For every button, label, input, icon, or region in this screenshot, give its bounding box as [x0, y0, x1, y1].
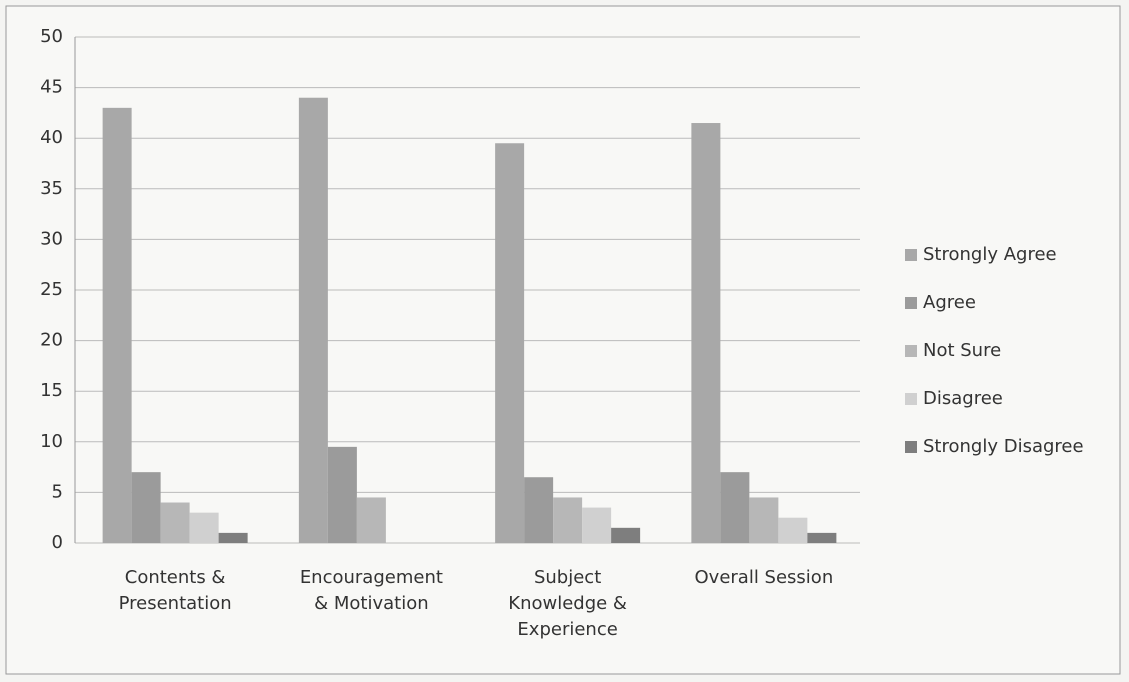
bar: [160, 502, 190, 543]
x-tick-label: Contents & Presentation: [118, 567, 232, 614]
bar: [691, 123, 721, 544]
bar: [189, 512, 219, 543]
bar: [102, 107, 132, 543]
legend-label: Strongly Disagree: [923, 436, 1084, 457]
chart-frame: [5, 5, 1121, 675]
bar: [524, 477, 554, 543]
legend-label: Agree: [923, 292, 976, 313]
x-tick-label: Overall Session: [694, 567, 834, 588]
bar: [553, 497, 583, 543]
bar: [582, 507, 612, 543]
bar: [720, 472, 750, 543]
bar: [778, 517, 808, 543]
y-tick-label: 20: [40, 330, 63, 351]
bar: [807, 532, 837, 543]
legend-label: Strongly Agree: [923, 244, 1057, 265]
y-tick-label: 35: [40, 178, 63, 199]
y-tick-label: 30: [40, 228, 63, 249]
legend-swatch: [905, 441, 917, 453]
legend-label: Not Sure: [923, 340, 1001, 361]
y-tick-label: 40: [40, 127, 63, 148]
bar: [611, 527, 641, 543]
bar: [327, 446, 357, 543]
bar: [749, 497, 779, 543]
legend-swatch: [905, 345, 917, 357]
bar: [356, 497, 386, 543]
bar: [131, 472, 161, 543]
legend-swatch: [905, 393, 917, 405]
y-tick-label: 45: [40, 77, 63, 98]
legend-swatch: [905, 297, 917, 309]
x-tick-label: Subject Knowledge & Experience: [508, 567, 627, 640]
y-tick-label: 0: [52, 532, 63, 553]
y-tick-label: 25: [40, 279, 63, 300]
bar: [298, 97, 328, 543]
legend-swatch: [905, 249, 917, 261]
y-tick-label: 5: [52, 481, 63, 502]
y-tick-label: 15: [40, 380, 63, 401]
y-tick-label: 50: [40, 26, 63, 47]
legend-label: Disagree: [923, 388, 1003, 409]
y-tick-label: 10: [40, 431, 63, 452]
bar: [495, 143, 525, 543]
x-tick-label: Encouragement & Motivation: [299, 567, 443, 614]
bar: [218, 532, 248, 543]
